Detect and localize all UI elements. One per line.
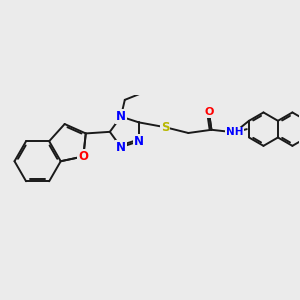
Text: O: O [204, 107, 214, 117]
Text: N: N [134, 135, 144, 148]
Text: S: S [161, 121, 170, 134]
Text: N: N [116, 110, 126, 123]
Text: N: N [116, 141, 126, 154]
Text: NH: NH [226, 128, 243, 137]
Text: O: O [78, 150, 88, 163]
